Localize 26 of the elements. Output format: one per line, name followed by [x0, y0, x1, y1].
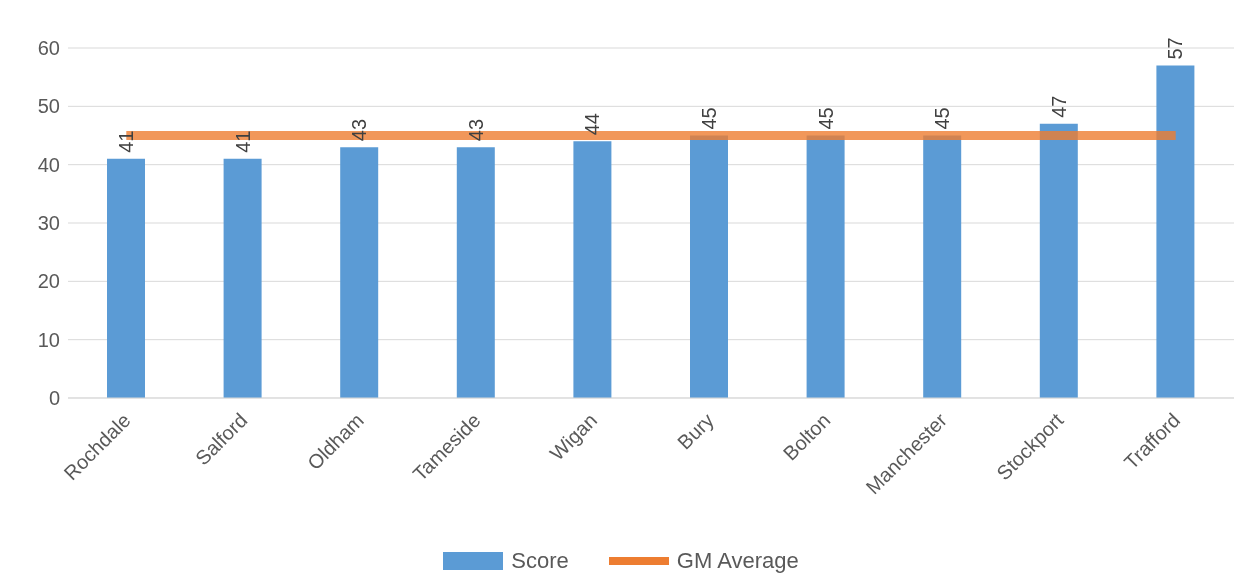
data-label: 41 [115, 130, 137, 153]
y-tick-label: 50 [37, 95, 60, 118]
bar [1039, 123, 1078, 398]
bar [340, 147, 379, 398]
y-tick-label: 10 [37, 328, 60, 351]
bar [573, 141, 612, 398]
data-label: 41 [231, 130, 254, 153]
data-label: 57 [1164, 37, 1187, 60]
data-label: 44 [581, 113, 604, 136]
y-tick-label: 20 [37, 270, 60, 293]
data-label: 45 [814, 107, 837, 130]
bar [223, 158, 262, 398]
data-label: 43 [464, 118, 487, 142]
legend-label: Score [510, 548, 569, 574]
y-tick-label: 60 [37, 37, 60, 60]
data-label: 47 [1047, 95, 1070, 118]
bar [107, 158, 145, 398]
data-label: 45 [931, 107, 954, 130]
data-label: 43 [348, 118, 371, 142]
data-label: 45 [698, 107, 720, 130]
y-tick-label: 0 [48, 387, 60, 410]
y-tick-label: 30 [37, 212, 60, 235]
bar [456, 147, 495, 398]
bar [1156, 65, 1195, 398]
legend-label: GM Average [675, 548, 799, 574]
y-tick-label: 40 [37, 153, 60, 176]
